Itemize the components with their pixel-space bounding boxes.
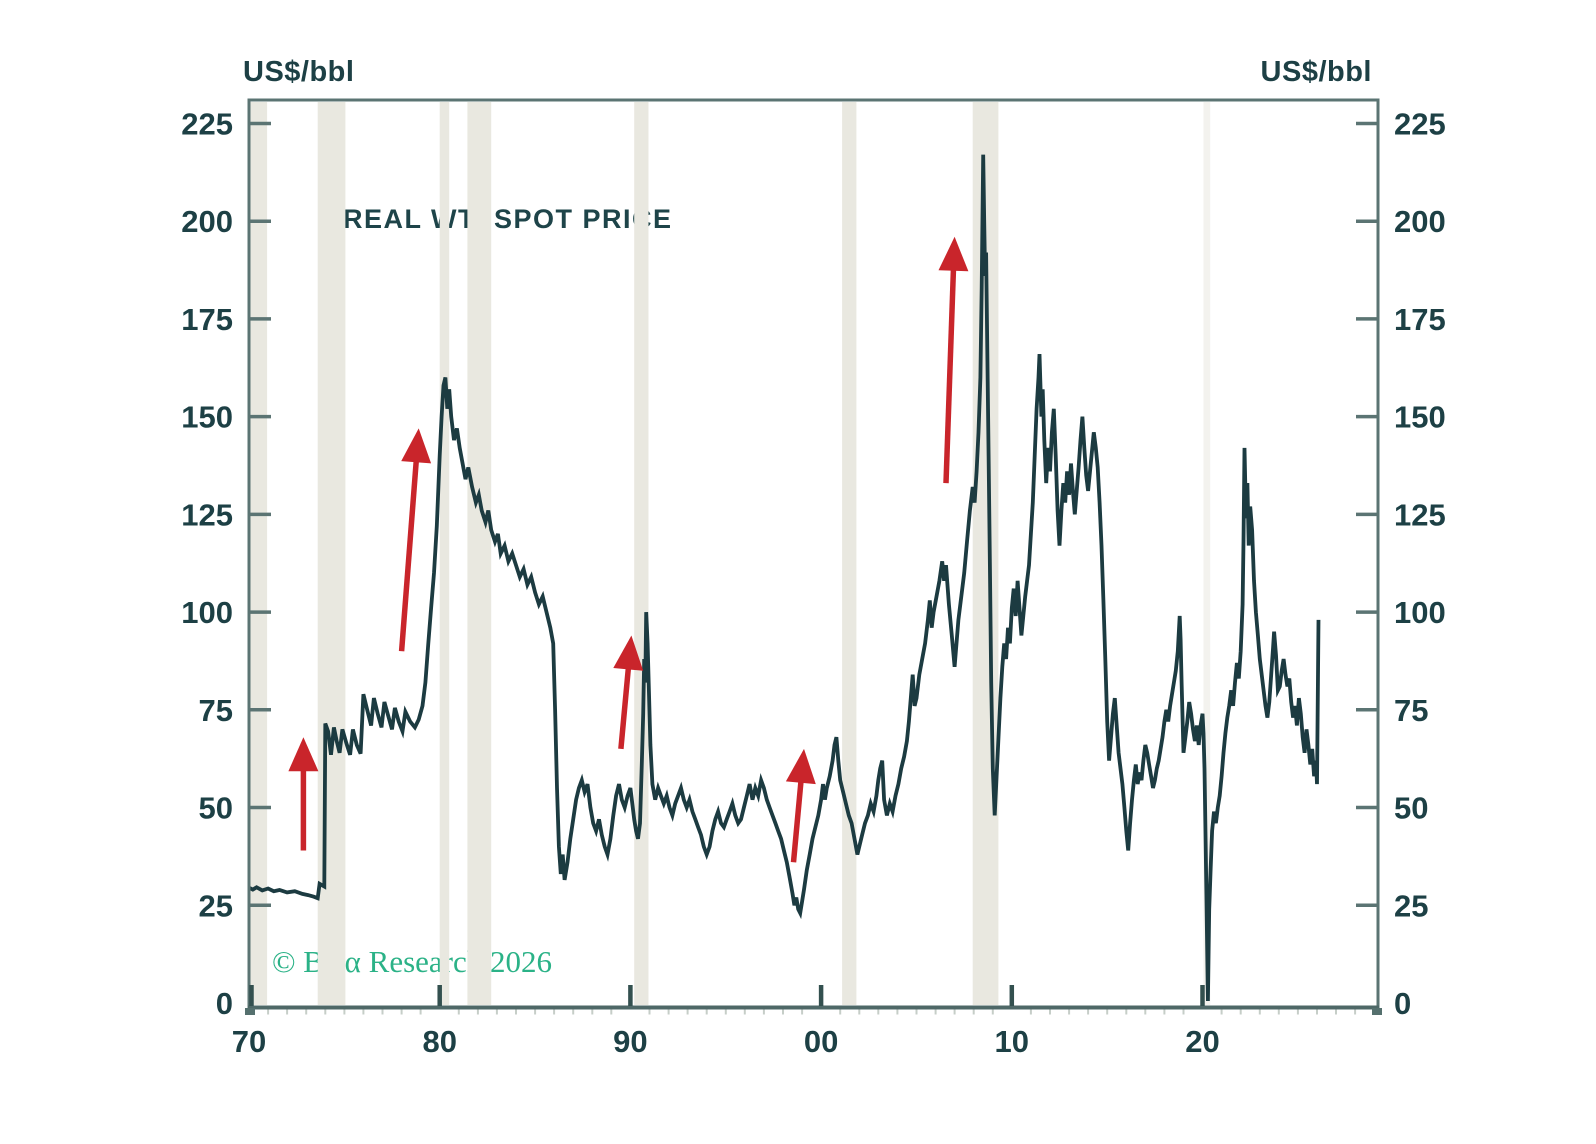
y-tick-label-left: 125 (181, 497, 233, 532)
y-tick-label-right: 150 (1394, 400, 1446, 435)
y-tick-label-right: 225 (1394, 107, 1446, 142)
x-tick-label: 80 (422, 1024, 456, 1059)
x-tick-label: 90 (613, 1024, 647, 1059)
recession-band (634, 102, 649, 1005)
y-tick-label-left: 225 (181, 107, 233, 142)
recession-band (317, 102, 346, 1005)
recession-band (439, 102, 450, 1005)
x-tick-label: 20 (1185, 1024, 1219, 1059)
x-tick-label: 10 (995, 1024, 1029, 1059)
surge-arrow-stem (398, 456, 420, 652)
recession-band (249, 102, 268, 1005)
y-tick-label-right: 75 (1394, 693, 1428, 728)
y-axis-unit-right: US$/bbl (1260, 56, 1372, 88)
y-tick-label-left: 200 (181, 204, 233, 239)
y-axis-unit-left: US$/bbl (243, 56, 355, 88)
y-tick-label-left: 75 (199, 693, 233, 728)
recession-band (1203, 102, 1211, 1005)
y-tick-label-left: 50 (199, 791, 233, 826)
axis-corner-right (1372, 1008, 1382, 1015)
y-tick-label-left: 25 (199, 888, 233, 923)
x-tick-label: 70 (232, 1024, 266, 1059)
recession-band (467, 102, 492, 1005)
y-tick-label-right: 0 (1394, 986, 1411, 1021)
y-tick-label-right: 50 (1394, 791, 1428, 826)
surge-arrow-head (288, 737, 319, 772)
axis-corner-left (245, 1008, 255, 1015)
surge-arrow-head (938, 236, 969, 272)
y-tick-label-right: 175 (1394, 302, 1446, 337)
chart-title: REAL WTI SPOT PRICE (343, 204, 673, 234)
y-tick-label-right: 200 (1394, 204, 1446, 239)
y-tick-label-right: 100 (1394, 595, 1446, 630)
x-tick-label: 00 (804, 1024, 838, 1059)
surge-arrow-head (401, 428, 432, 464)
recession-band (842, 102, 857, 1005)
surge-arrow-head (613, 635, 644, 671)
y-tick-label-left: 100 (181, 595, 233, 630)
price-line (248, 154, 1321, 1002)
y-tick-label-right: 125 (1394, 497, 1446, 532)
surge-arrow-stem (618, 663, 632, 750)
y-tick-label-left: 0 (216, 986, 233, 1021)
y-tick-label-left: 150 (181, 400, 233, 435)
y-tick-label-left: 175 (181, 302, 233, 337)
surge-arrow-stem (790, 776, 805, 863)
surge-arrow-stem (943, 264, 957, 484)
surge-arrow-head (785, 748, 816, 785)
y-tick-label-right: 25 (1394, 888, 1428, 923)
